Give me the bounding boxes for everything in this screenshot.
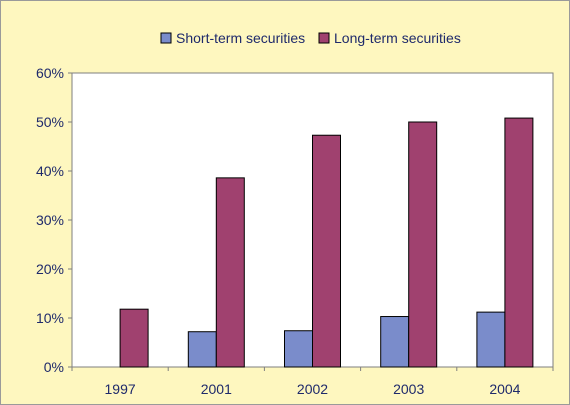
x-tick-label: 2002 <box>297 381 328 397</box>
legend-item-short-term: Short-term securities <box>160 30 305 46</box>
bar-long-term <box>215 177 245 368</box>
bar-long-term <box>312 134 341 368</box>
bars <box>119 117 534 368</box>
y-axis: 0% 10% 20% 30% 40% 50% 60% <box>36 65 73 375</box>
bar-short-term <box>476 311 506 368</box>
bar-long-term <box>408 121 438 368</box>
bar-short-term <box>187 331 217 368</box>
y-tick-label: 40% <box>36 163 64 179</box>
x-tick-label: 2004 <box>489 381 520 397</box>
bar-short-term <box>380 316 410 368</box>
y-tick-label: 20% <box>36 261 64 277</box>
bar-long-term <box>504 117 534 368</box>
legend-label-short-term: Short-term securities <box>176 30 305 46</box>
legend-swatch-long-term <box>318 32 330 44</box>
y-tick-label: 50% <box>36 114 64 130</box>
y-tick-label: 30% <box>36 212 64 228</box>
y-tick-label: 60% <box>36 65 64 81</box>
bar-short-term <box>284 330 313 368</box>
legend-item-long-term: Long-term securities <box>318 30 461 46</box>
y-tick-label: 0% <box>44 359 64 375</box>
x-axis: 1997 2001 2002 2003 2004 <box>71 366 554 397</box>
legend-label-long-term: Long-term securities <box>334 30 461 46</box>
y-tick-label: 10% <box>36 310 64 326</box>
x-tick-label: 1997 <box>105 381 136 397</box>
bar-long-term <box>119 308 149 368</box>
x-tick-label: 2001 <box>201 381 232 397</box>
legend: Short-term securities Long-term securiti… <box>160 30 461 46</box>
legend-swatch-short-term <box>160 32 172 44</box>
x-tick-label: 2003 <box>393 381 424 397</box>
